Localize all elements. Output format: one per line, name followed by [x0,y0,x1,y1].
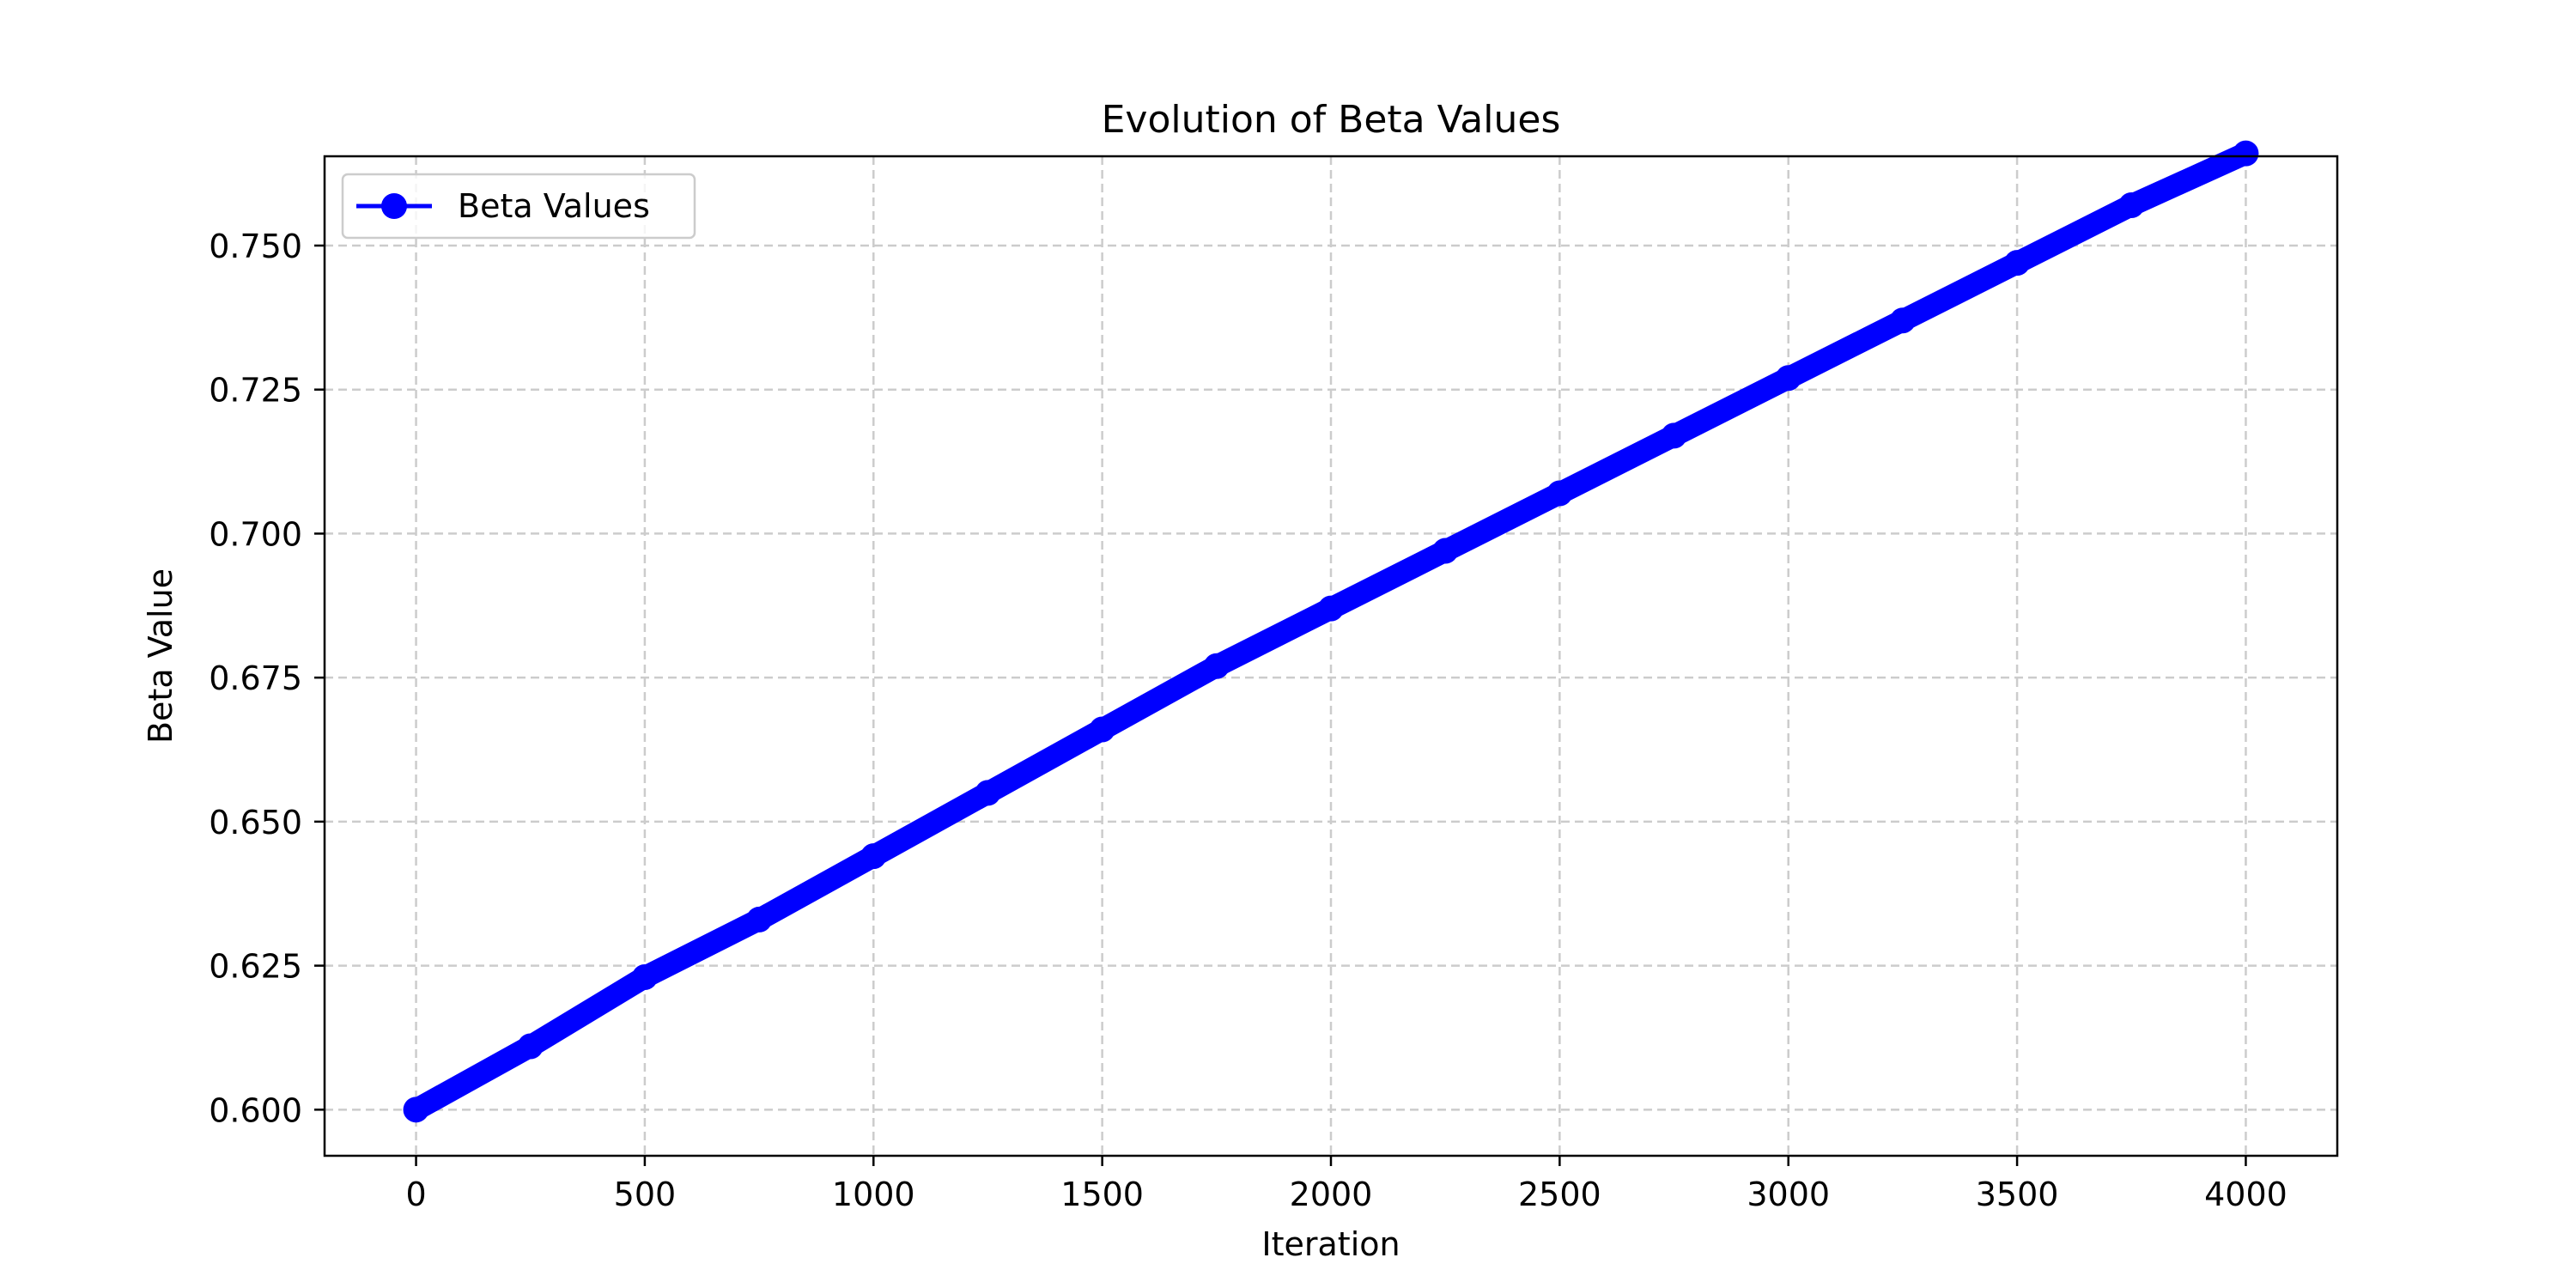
y-tick-label: 0.750 [209,228,302,265]
data-point [517,1033,544,1060]
x-tick-label: 3000 [1747,1176,1830,1213]
data-point [1203,653,1230,679]
x-tick-label: 2000 [1290,1176,1373,1213]
data-point [2118,192,2145,219]
chart-title: Evolution of Beta Values [1102,98,1561,142]
data-point [746,906,773,933]
data-point [1775,365,1801,392]
data-point [1889,307,1916,334]
data-point [1432,538,1459,564]
data-point [1089,716,1115,743]
legend-entry-label: Beta Values [458,187,650,225]
x-tick-label: 2500 [1518,1176,1601,1213]
data-point [975,780,1001,806]
y-tick-label: 0.700 [209,515,302,553]
y-tick-label: 0.725 [209,372,302,410]
x-tick-label: 4000 [2204,1176,2287,1213]
x-tick-label: 1000 [832,1176,915,1213]
data-point [1661,422,1687,449]
legend: Beta Values [341,173,696,240]
legend-box [341,173,696,240]
data-point [860,843,887,870]
x-axis-label: Iteration [1261,1225,1400,1263]
data-point [1318,595,1344,622]
x-tick-label: 0 [405,1176,426,1213]
series-layer [403,140,2259,1123]
y-tick-label: 0.650 [209,804,302,841]
data-point [631,964,658,991]
y-tick-label: 0.600 [209,1091,302,1129]
legend-marker-swatch [381,193,407,219]
grid [325,156,2337,1156]
y-axis-label: Beta Value [142,568,179,744]
data-point [1546,480,1573,507]
data-point [2233,140,2259,167]
y-tick-label: 0.675 [209,659,302,697]
x-tick-label: 3500 [1976,1176,2059,1213]
data-point [2004,250,2031,276]
y-tick-label: 0.625 [209,948,302,986]
axis-ticks: 0 500 1000 1500 2000 2500 3000 3500 4000 0.600 0.6… [209,228,2287,1213]
x-tick-label: 1500 [1060,1176,1144,1213]
data-point [403,1097,429,1123]
x-tick-label: 500 [614,1176,677,1213]
